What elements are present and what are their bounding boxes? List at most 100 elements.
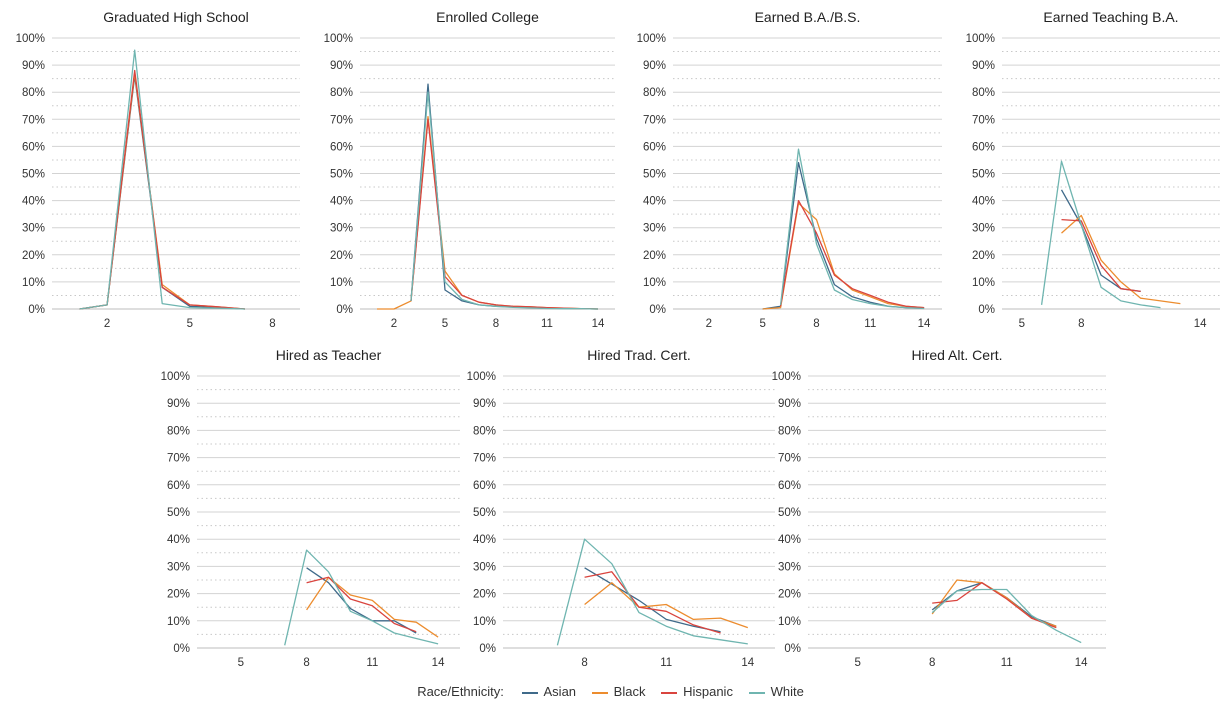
y-tick-label: 70% <box>643 114 666 126</box>
small-multiples-figure: Graduated High School0%10%20%30%40%50%60… <box>16 9 1220 669</box>
y-tick-label: 90% <box>972 60 995 72</box>
x-tick-label: 8 <box>269 318 275 330</box>
y-tick-label: 0% <box>649 304 666 316</box>
y-tick-label: 40% <box>22 196 45 208</box>
series-line-asian <box>584 567 721 633</box>
y-tick-label: 80% <box>778 425 801 437</box>
y-tick-label: 50% <box>778 507 801 519</box>
y-tick-label: 10% <box>22 277 45 289</box>
panel-title: Hired Alt. Cert. <box>911 347 1002 363</box>
x-tick-label: 2 <box>104 318 110 330</box>
x-tick-label: 11 <box>660 657 672 669</box>
x-tick-label: 8 <box>493 318 499 330</box>
legend-item-hispanic: Hispanic <box>661 684 733 699</box>
y-tick-label: 70% <box>473 453 496 465</box>
y-tick-label: 0% <box>978 304 995 316</box>
series-line-hispanic <box>584 571 721 634</box>
x-tick-label: 11 <box>1001 657 1013 669</box>
series-line-white <box>284 549 439 646</box>
y-tick-label: 20% <box>330 250 353 262</box>
y-tick-label: 10% <box>972 277 995 289</box>
panel-title: Hired Trad. Cert. <box>587 347 690 363</box>
y-tick-label: 70% <box>22 114 45 126</box>
x-tick-label: 2 <box>706 318 712 330</box>
legend-swatch-black <box>591 691 608 694</box>
y-tick-label: 100% <box>966 33 995 45</box>
series-line-hispanic <box>1061 218 1141 293</box>
x-tick-label: 14 <box>1194 318 1207 330</box>
y-tick-label: 40% <box>972 196 995 208</box>
y-tick-label: 10% <box>330 277 353 289</box>
series-line-white <box>779 148 925 310</box>
chart-panel-1: Graduated High School 0% 10% 20% 30% 40% 50% 60… <box>16 9 300 330</box>
y-tick-label: 20% <box>22 250 45 262</box>
y-tick-label: 10% <box>778 616 801 628</box>
chart-panel-5: Hired as Teacher 0% 10% 20% 30% 40% 50% 60% 70% 8… <box>161 347 460 669</box>
y-tick-label: 90% <box>643 60 666 72</box>
y-tick-label: 90% <box>473 398 496 410</box>
y-tick-label: 80% <box>167 425 190 437</box>
panel-title: Hired as Teacher <box>276 347 382 363</box>
series-line-white <box>410 91 599 310</box>
y-tick-label: 50% <box>22 169 45 181</box>
x-tick-label: 5 <box>442 318 448 330</box>
series-line-white <box>931 588 1082 644</box>
series-line-hispanic <box>932 582 1057 629</box>
legend-item-black: Black <box>591 684 645 699</box>
y-tick-label: 60% <box>972 141 995 153</box>
x-tick-label: 5 <box>187 318 193 330</box>
chart-panel-3: Earned B.A./B.S. 0% 10% 20% 30% 40% 50% 60% 70% 8… <box>637 9 942 330</box>
y-tick-label: 50% <box>473 507 496 519</box>
y-tick-label: 50% <box>972 169 995 181</box>
y-tick-label: 20% <box>167 589 190 601</box>
series-line-hispanic <box>779 199 925 309</box>
x-tick-label: 14 <box>741 657 754 669</box>
series-line-hispanic <box>306 576 417 633</box>
panel-title: Graduated High School <box>103 9 249 25</box>
x-tick-label: 5 <box>1019 318 1025 330</box>
y-tick-label: 100% <box>16 33 45 45</box>
y-tick-label: 80% <box>22 87 45 99</box>
y-tick-label: 10% <box>167 616 190 628</box>
legend-item-asian: Asian <box>521 684 577 699</box>
y-tick-label: 50% <box>330 169 353 181</box>
series-line-white <box>556 538 748 646</box>
series-line-black <box>584 582 749 629</box>
series-line-asian <box>762 162 925 310</box>
legend-swatch-white <box>748 691 765 694</box>
x-tick-label: 8 <box>1078 318 1084 330</box>
series-line-asian <box>306 567 417 634</box>
y-tick-label: 30% <box>473 561 496 573</box>
legend-label-hispanic: Hispanic <box>683 684 733 699</box>
series-line-white <box>79 49 245 310</box>
x-tick-label: 14 <box>592 318 605 330</box>
y-tick-label: 60% <box>473 480 496 492</box>
panel-title: Enrolled College <box>436 9 539 25</box>
y-tick-label: 30% <box>643 223 666 235</box>
x-tick-label: 14 <box>1075 657 1088 669</box>
y-tick-label: 80% <box>972 87 995 99</box>
x-tick-label: 5 <box>854 657 860 669</box>
y-tick-label: 90% <box>778 398 801 410</box>
y-tick-label: 60% <box>778 480 801 492</box>
y-tick-label: 100% <box>467 371 496 383</box>
x-tick-label: 2 <box>391 318 397 330</box>
y-tick-label: 90% <box>22 60 45 72</box>
y-tick-label: 30% <box>330 223 353 235</box>
chart-panel-4: Earned Teaching B.A. 0% 10% 20% 30% 40% 50% 60%… <box>966 9 1220 330</box>
legend-label-asian: Asian <box>543 684 577 699</box>
y-tick-label: 40% <box>778 534 801 546</box>
y-tick-label: 0% <box>784 643 801 655</box>
y-tick-label: 30% <box>972 223 995 235</box>
x-tick-label: 5 <box>759 318 765 330</box>
y-tick-label: 20% <box>778 589 801 601</box>
y-tick-label: 40% <box>643 196 666 208</box>
y-tick-label: 100% <box>161 371 190 383</box>
y-tick-label: 90% <box>167 398 190 410</box>
y-tick-label: 80% <box>473 425 496 437</box>
legend-swatch-asian <box>521 691 538 694</box>
series-line-asian <box>79 75 245 310</box>
y-tick-label: 60% <box>22 141 45 153</box>
y-tick-label: 30% <box>778 561 801 573</box>
y-tick-label: 80% <box>643 87 666 99</box>
